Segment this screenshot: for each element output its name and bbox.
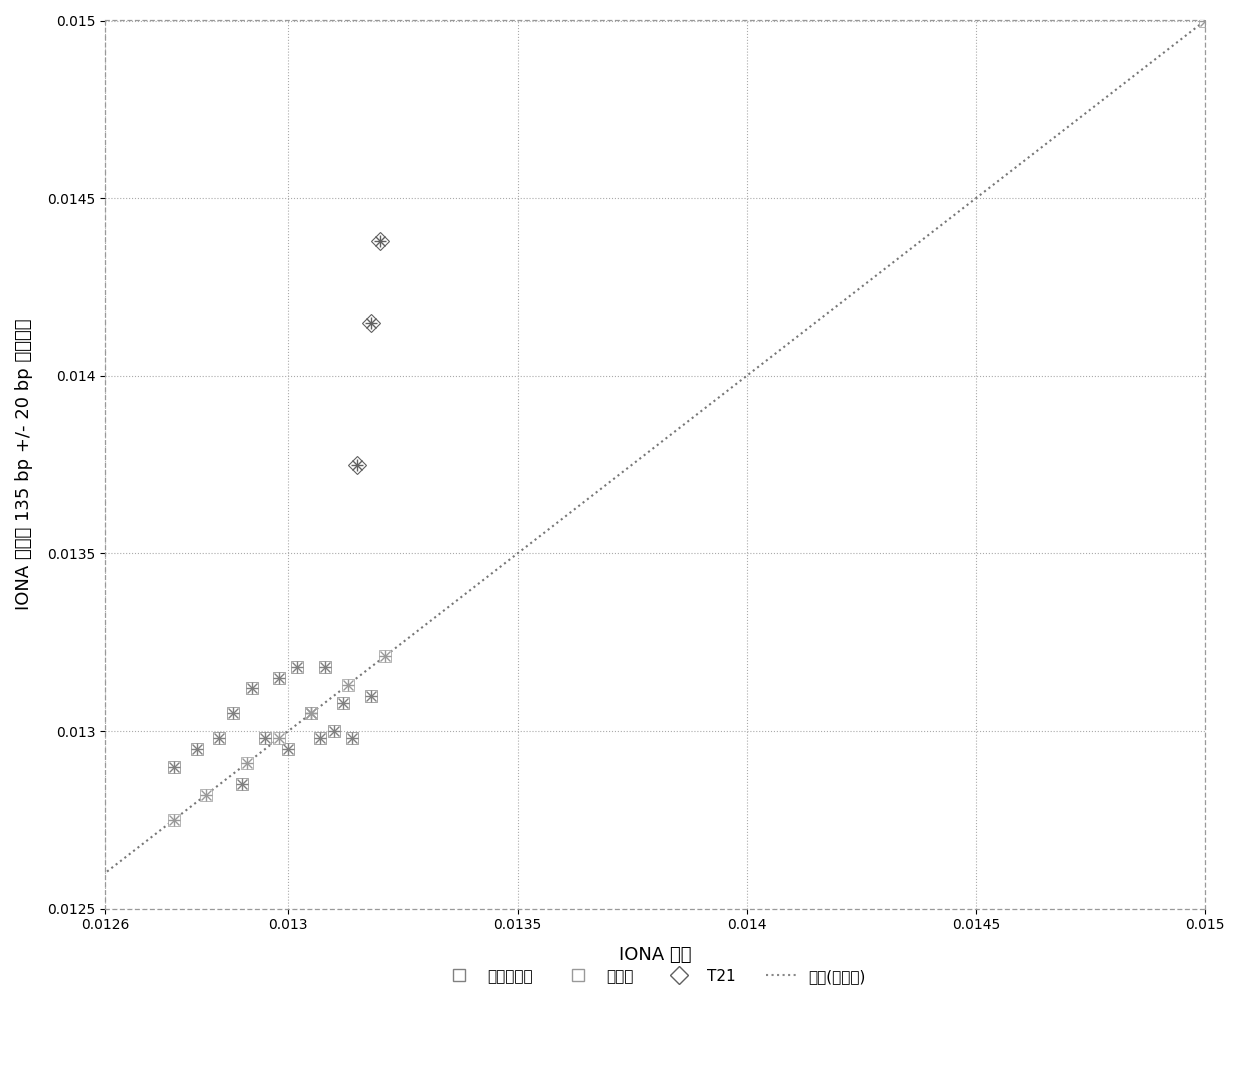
Legend: 未受影响的, 参考线, T21, 线性(参考线): 未受影响的, 参考线, T21, 线性(参考线) (438, 962, 872, 990)
X-axis label: IONA 测试: IONA 测试 (619, 946, 692, 964)
Y-axis label: IONA 测试加 135 bp +/- 20 bp 大小选择: IONA 测试加 135 bp +/- 20 bp 大小选择 (15, 319, 33, 610)
